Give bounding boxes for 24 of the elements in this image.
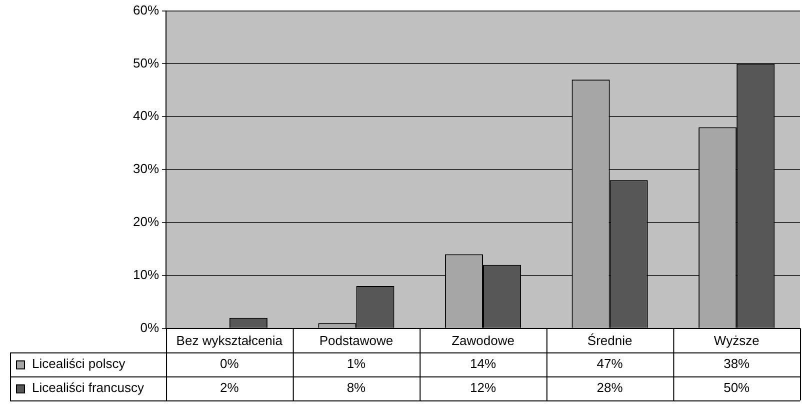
y-tick-label: 60%: [132, 2, 160, 18]
data-label: 47%: [596, 356, 624, 371]
x-tick-label: Średnie: [587, 332, 632, 348]
x-tick-label: Zawodowe: [452, 332, 514, 348]
y-tick-label: 10%: [132, 267, 160, 282]
y-tick-label: 40%: [132, 108, 160, 124]
data-label: 8%: [346, 380, 366, 395]
y-tick-label: 30%: [132, 161, 160, 176]
data-label: 0%: [220, 356, 240, 371]
legend-label: Licealiści francuscy: [32, 380, 144, 395]
data-label: 14%: [470, 356, 496, 371]
data-label: 12%: [470, 380, 496, 395]
data-label: 38%: [724, 356, 750, 371]
y-tick-label: 50%: [132, 55, 160, 70]
legend-label: Licealiści polscy: [32, 356, 126, 371]
y-tick-label: 20%: [132, 214, 160, 230]
data-label: 1%: [346, 356, 366, 371]
x-tick-label: Podstawowe: [319, 332, 394, 348]
data-label: 2%: [220, 380, 240, 395]
y-tick-label: 0%: [140, 320, 160, 335]
data-label: 50%: [724, 380, 750, 395]
data-label: 28%: [596, 380, 624, 395]
x-tick-label: Wyższe: [714, 332, 760, 348]
x-tick-label: Bez wykształcenia: [176, 332, 284, 348]
